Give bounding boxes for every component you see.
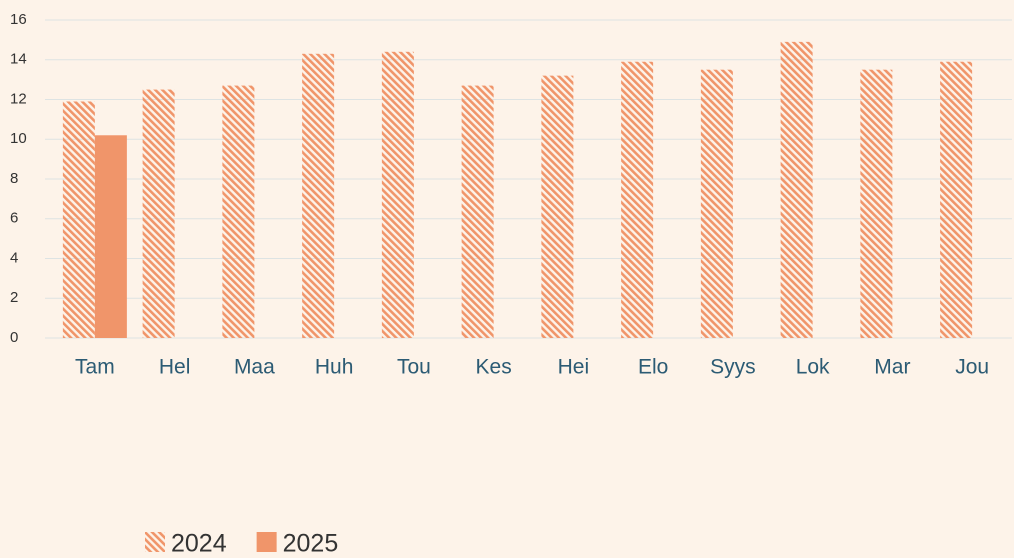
bar	[461, 85, 494, 339]
y-tick-label: 12	[10, 90, 27, 107]
x-tick-label: Huh	[315, 356, 354, 379]
x-tick-label: Elo	[638, 356, 668, 379]
legend-swatch	[256, 532, 277, 552]
bar	[222, 85, 255, 339]
x-tick-label: Hel	[159, 356, 191, 379]
x-tick-label: Hei	[558, 356, 590, 379]
y-tick-label: 6	[10, 210, 18, 227]
y-tick-label: 10	[10, 130, 27, 147]
y-tick-label: 8	[10, 170, 18, 187]
bar	[142, 89, 175, 338]
x-tick-label: Maa	[234, 356, 275, 379]
bar	[700, 69, 733, 338]
bar	[62, 101, 95, 338]
bar	[940, 61, 973, 339]
bar	[541, 75, 574, 339]
legend-label: 2025	[283, 530, 339, 558]
y-tick-label: 4	[10, 249, 18, 266]
bar	[381, 51, 414, 339]
y-tick-label: 16	[10, 11, 27, 28]
bar	[94, 135, 127, 338]
x-tick-label: Tam	[75, 356, 115, 379]
y-tick-label: 14	[10, 51, 27, 68]
legend-label: 2024	[171, 530, 227, 558]
x-tick-label: Jou	[955, 356, 989, 379]
x-tick-label: Tou	[397, 356, 431, 379]
x-tick-label: Mar	[874, 356, 910, 379]
bar	[621, 61, 654, 339]
y-tick-label: 0	[10, 329, 18, 346]
bar	[302, 53, 335, 338]
y-tick-label: 2	[10, 289, 18, 306]
bar	[780, 41, 813, 339]
x-tick-label: Syys	[710, 356, 756, 379]
legend-swatch	[145, 532, 165, 552]
bar	[860, 69, 893, 338]
x-tick-label: Kes	[476, 356, 512, 379]
x-tick-label: Lok	[796, 356, 830, 379]
